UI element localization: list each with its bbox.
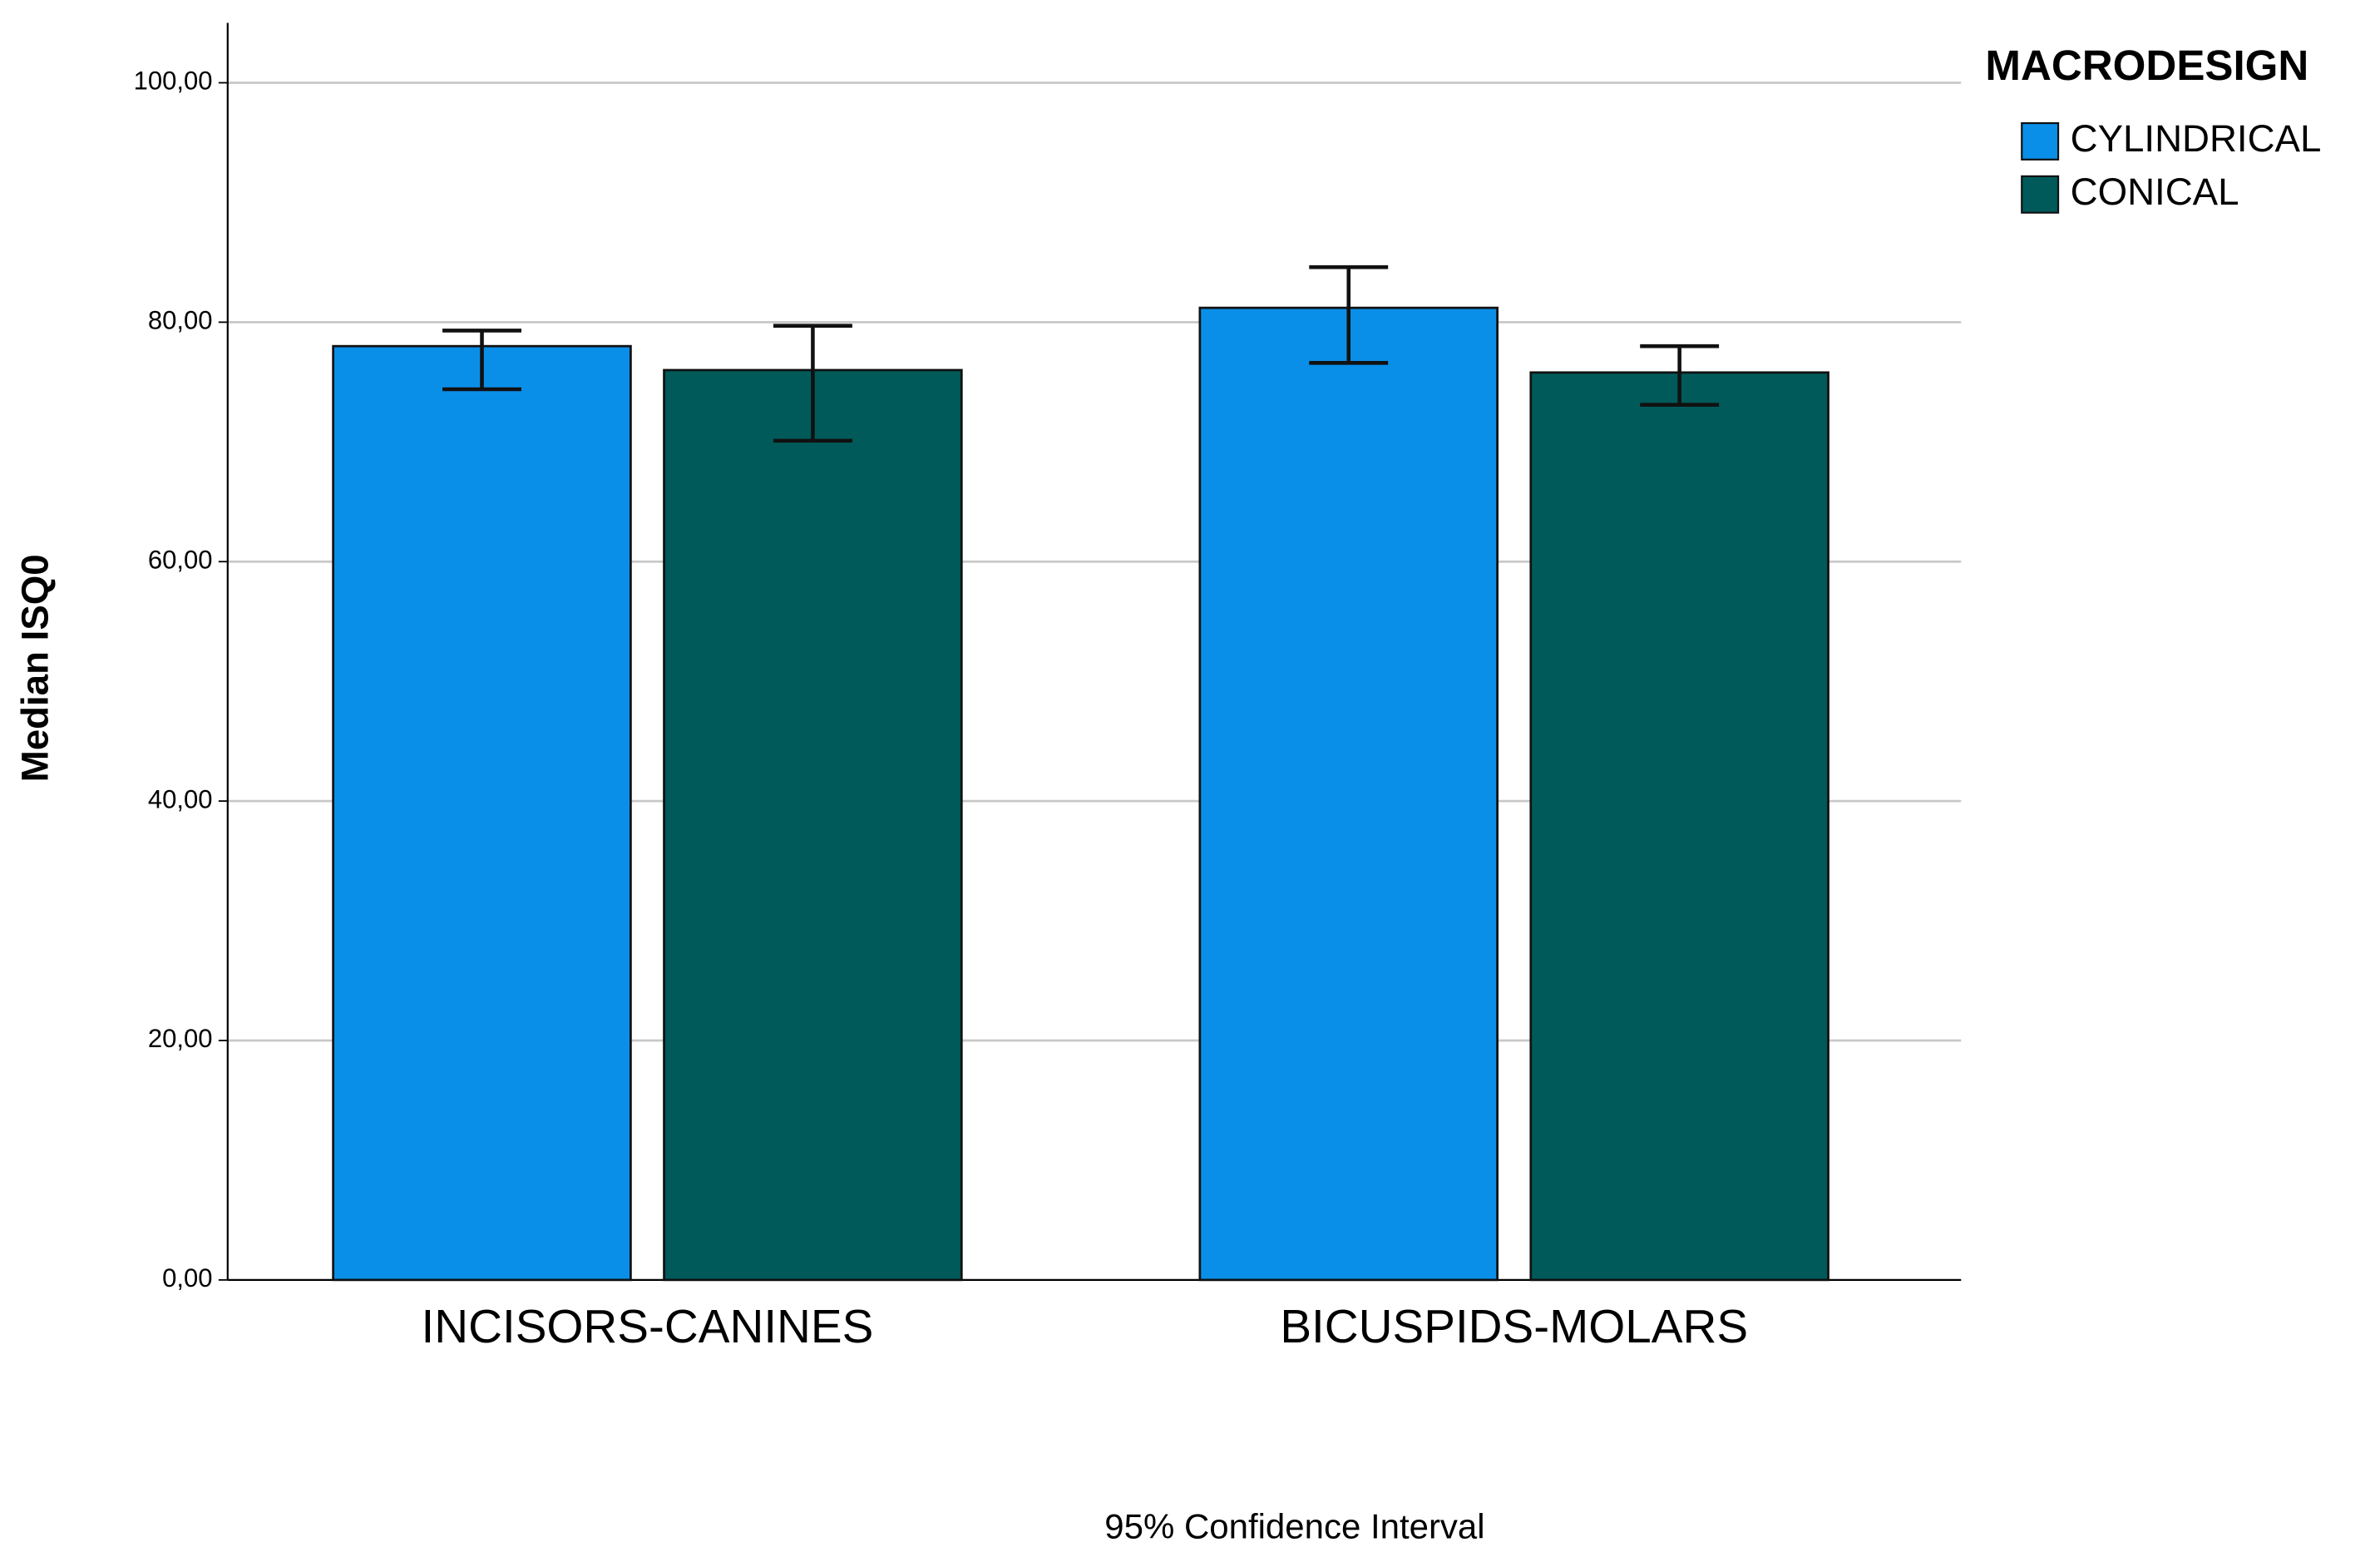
legend-label: CYLINDRICAL	[2071, 117, 2322, 160]
y-tick-label: 100,00	[134, 67, 213, 96]
x-axis-title: 95% Confidence Interval	[1104, 1506, 1484, 1545]
legend-title: MACRODESIGN	[1985, 42, 2308, 89]
bar	[663, 368, 963, 1282]
bar	[1198, 306, 1499, 1282]
bar	[332, 344, 632, 1282]
error-bar	[1640, 344, 1720, 407]
error-bar	[1309, 264, 1389, 365]
y-tick-label: 0,00	[162, 1263, 212, 1293]
bar	[1529, 371, 1829, 1282]
legend-swatch	[2021, 175, 2060, 214]
y-tick-label: 80,00	[148, 306, 213, 335]
y-tick-label: 60,00	[148, 545, 213, 574]
y-tick-label: 20,00	[148, 1024, 213, 1053]
error-bar	[773, 324, 852, 443]
y-tick-label: 40,00	[148, 784, 213, 813]
x-tick-label: BICUSPIDS-MOLARS	[1280, 1300, 1748, 1352]
legend-label: CONICAL	[2071, 171, 2239, 213]
error-bar	[442, 329, 521, 392]
x-tick-label: INCISORS-CANINES	[422, 1300, 874, 1352]
legend-swatch	[2021, 121, 2060, 161]
y-axis-title: Median ISQ0	[14, 554, 57, 782]
